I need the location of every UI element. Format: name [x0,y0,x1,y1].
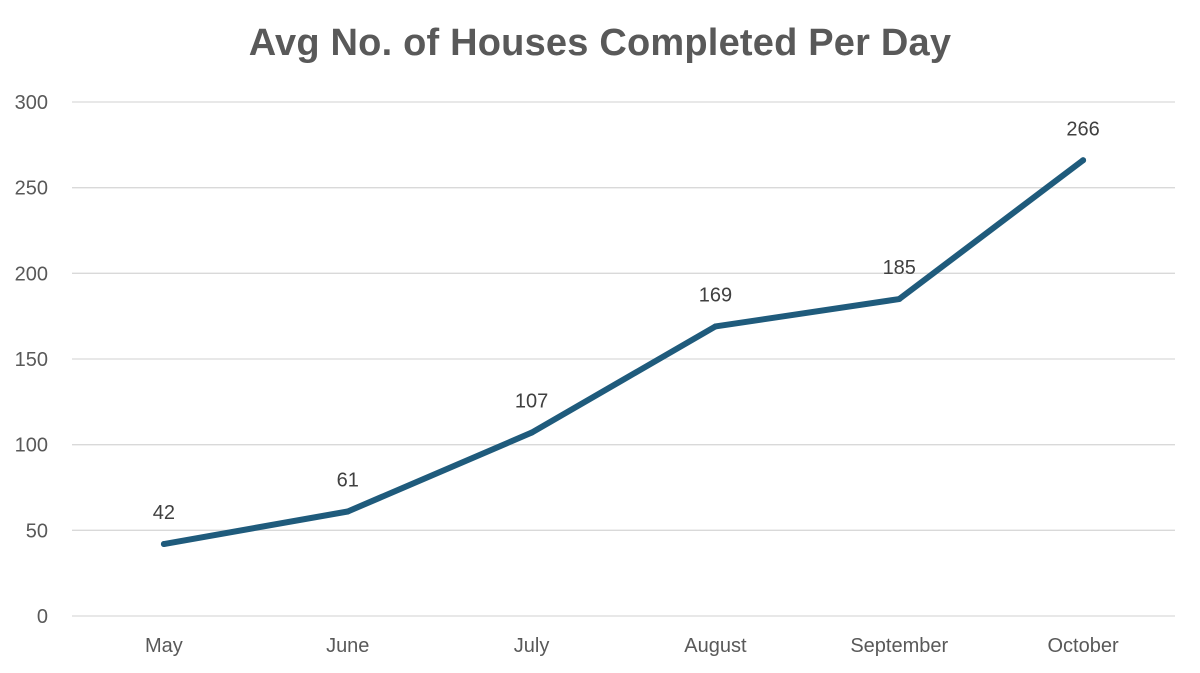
data-label: 61 [337,469,359,491]
y-tick-label: 300 [15,92,48,114]
y-tick-label: 250 [15,178,48,200]
x-tick-label: June [326,635,369,657]
data-labels: 42 61 107 169 185 266 [153,118,1100,524]
data-point-june [344,508,351,515]
data-point-september [896,296,903,303]
x-tick-label: August [684,635,747,657]
x-tick-label: July [514,635,550,657]
x-tick-label: September [850,635,948,657]
data-label: 185 [883,257,916,279]
x-tick-label: October [1048,635,1119,657]
x-tick-label: May [145,635,183,657]
y-tick-label: 0 [37,606,48,628]
data-label: 266 [1066,118,1099,140]
data-point-may [160,541,167,548]
series-line [160,157,1087,548]
y-tick-label: 200 [15,263,48,285]
data-point-july [528,429,535,436]
data-label: 169 [699,284,732,306]
data-point-august [712,323,719,330]
gridlines [72,101,1175,617]
y-tick-label: 50 [26,520,48,542]
y-tick-label: 150 [15,349,48,371]
y-axis-ticks: 0 50 100 150 200 250 300 [15,92,48,628]
series-group [160,157,1087,548]
data-label: 42 [153,502,175,524]
data-point-october [1080,157,1087,164]
chart-title: Avg No. of Houses Completed Per Day [248,22,952,64]
x-axis-ticks: May June July August September October [145,635,1119,657]
data-label: 107 [515,391,548,413]
y-tick-label: 100 [15,435,48,457]
